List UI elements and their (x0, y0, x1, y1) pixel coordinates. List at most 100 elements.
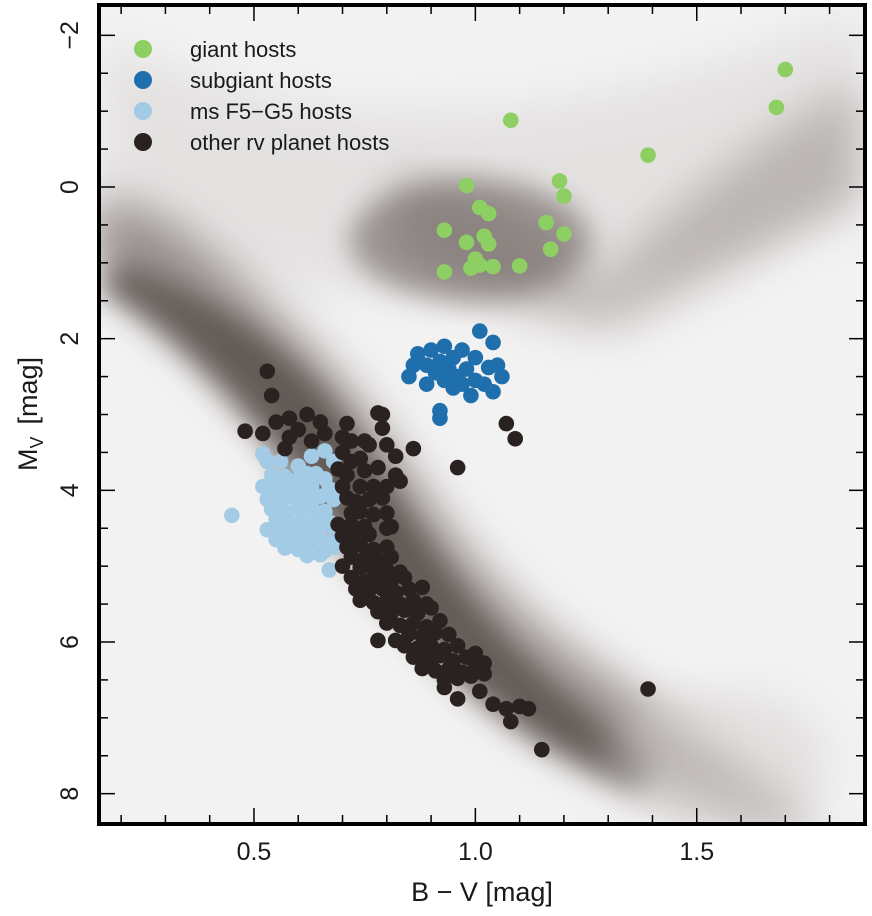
data-point (405, 649, 422, 665)
data-point (480, 236, 497, 252)
data-point (432, 612, 448, 629)
data-point (485, 383, 501, 400)
legend-marker (134, 40, 152, 58)
data-point (379, 520, 395, 537)
data-point (485, 696, 501, 712)
y-tick-label: 2 (56, 332, 84, 346)
data-points (224, 61, 794, 758)
y-axis-title-unit: [mag] (13, 357, 43, 425)
data-point (449, 459, 466, 476)
data-point (640, 681, 656, 697)
data-point (449, 691, 466, 707)
data-point (440, 626, 457, 643)
data-point (463, 260, 479, 276)
data-point (325, 491, 342, 508)
y-axis-title-main: M (13, 449, 43, 472)
data-point (533, 741, 550, 758)
data-point (268, 414, 284, 430)
legend-marker (134, 71, 152, 89)
legend-label: ms F5−G5 hosts (190, 99, 352, 124)
y-tick-label: 4 (56, 483, 84, 497)
data-point (485, 258, 501, 275)
data-point (379, 592, 395, 609)
data-point (352, 478, 369, 495)
data-point (268, 481, 284, 497)
y-tick-label: 6 (56, 635, 84, 649)
data-point (268, 511, 284, 527)
y-tick-label: −2 (56, 21, 84, 50)
series-giant-hosts (436, 61, 794, 280)
data-point (436, 222, 453, 239)
data-point (485, 334, 501, 351)
data-point (449, 670, 466, 687)
legend-marker (134, 102, 152, 120)
x-tick-label: 0.5 (237, 838, 272, 866)
data-point (463, 387, 479, 404)
legend-label: giant hosts (190, 37, 296, 62)
data-point (365, 478, 382, 495)
series-other-rv-planet-hosts (237, 363, 656, 758)
data-point (458, 234, 475, 251)
data-point (498, 415, 515, 432)
data-point (498, 700, 515, 717)
data-point (321, 562, 338, 578)
data-point (325, 539, 342, 556)
data-point (436, 679, 453, 696)
data-point (277, 468, 293, 485)
data-point (370, 603, 386, 620)
data-point (551, 173, 568, 189)
data-point (432, 410, 448, 427)
data-point (277, 540, 293, 556)
x-tick-label: 1.0 (458, 838, 493, 866)
data-point (312, 488, 329, 505)
y-tick-label: 0 (56, 180, 84, 194)
data-point (379, 437, 395, 453)
data-point (259, 363, 276, 380)
svg-text:MV[mag]: MV [mag] (13, 357, 47, 471)
x-tick-label: 1.5 (679, 838, 714, 866)
data-point (768, 99, 785, 116)
data-point (370, 459, 386, 476)
data-point (471, 683, 488, 700)
data-point (387, 448, 404, 465)
axis-tick-labels: 0.5 1.0 1.5 −2 0 2 4 6 8 (56, 21, 714, 866)
data-point (317, 425, 333, 442)
data-point (317, 443, 333, 459)
data-point (423, 342, 439, 358)
data-point (303, 433, 320, 449)
data-point (458, 177, 475, 194)
data-point (502, 112, 519, 129)
legend-label: subgiant hosts (190, 68, 332, 93)
data-point (520, 700, 537, 717)
data-point (379, 615, 395, 631)
data-point (379, 505, 395, 521)
data-point (352, 450, 369, 467)
data-point (480, 205, 497, 222)
data-point (463, 668, 479, 684)
data-point (449, 637, 466, 654)
data-point (423, 656, 439, 673)
data-point (365, 506, 382, 523)
data-point (445, 380, 462, 396)
data-point (467, 349, 484, 366)
data-point (511, 258, 528, 274)
data-point (383, 549, 400, 565)
data-point (259, 453, 276, 470)
data-point (237, 423, 253, 439)
data-point (361, 526, 377, 543)
data-point (414, 579, 431, 596)
data-point (352, 503, 369, 520)
data-point (277, 440, 293, 457)
data-point (396, 637, 413, 654)
data-point (299, 406, 315, 423)
data-point (312, 546, 329, 563)
data-point (272, 453, 289, 470)
data-point (387, 467, 404, 483)
data-point (542, 241, 559, 257)
data-point (502, 713, 519, 730)
data-point (356, 462, 373, 479)
data-point (640, 147, 656, 163)
data-point (343, 433, 360, 449)
